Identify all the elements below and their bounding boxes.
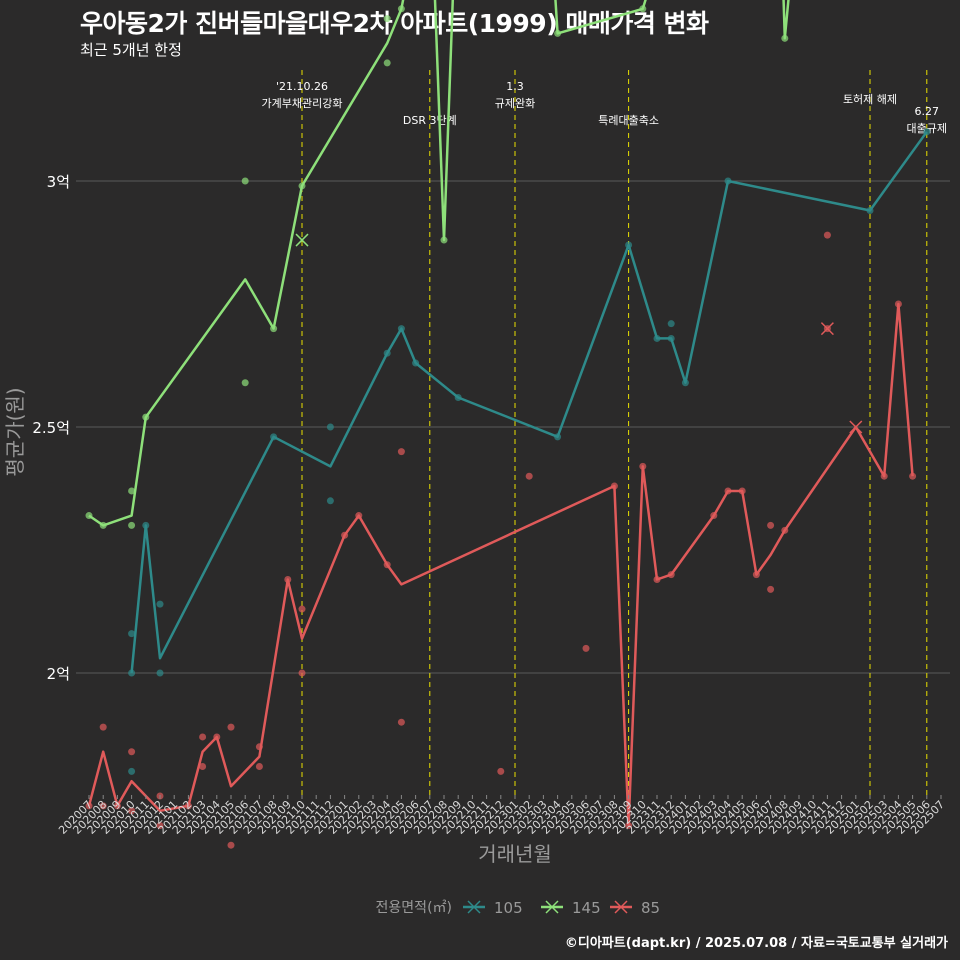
data-point [298,669,306,677]
data-point [156,669,164,677]
data-point [497,767,505,775]
series-105 [128,128,931,775]
event-label: '21.10.26 [276,80,328,93]
x-axis-title: 거래년월 [478,842,552,866]
legend-label: 145 [572,899,601,917]
legend-swatch [467,900,481,914]
event-label: 특례대출축소 [598,114,659,127]
data-point [128,807,136,815]
series-layer [85,0,931,849]
cross-stroke [295,233,309,247]
cross-stroke [849,420,863,434]
data-point [227,841,235,849]
data-point [298,605,306,613]
series-line [87,302,914,827]
data-point [227,723,235,731]
footer-caption: ©디아파트(dapt.kr) / 2025.07.08 / 자료=국토교통부 실… [564,936,948,951]
data-point [397,448,405,456]
y-axis-title: 평균가(원) [3,387,27,476]
data-point [667,320,675,328]
y-tick-label: 2억 [47,665,70,683]
data-point [326,423,334,431]
data-point [582,644,590,652]
cross-marker [820,322,834,336]
legend-swatch [545,900,559,914]
grid-layer [76,180,950,674]
event-label: 1.3 [506,80,524,93]
data-point [383,59,391,67]
data-point [156,600,164,608]
series-line [130,131,928,674]
event-label: 토허제 해제 [843,92,897,106]
y-tick-label: 2.5억 [32,419,70,437]
data-point [99,723,107,731]
legend: 전용면적(㎡) 105 145 85 [376,899,661,917]
event-label: 가계부채관리강화 [262,97,343,110]
data-point [326,497,334,505]
legend-item-85: 85 [610,899,660,917]
data-point [199,733,207,741]
legend-item-105: 105 [463,899,523,917]
data-point [99,802,107,810]
data-point [823,231,831,239]
y-tick-label: 3억 [47,173,70,191]
data-point [199,762,207,770]
legend-swatch [614,900,628,914]
legend-label: 85 [641,899,660,917]
legend-label: 105 [494,899,523,917]
data-point [156,822,164,830]
data-point [383,15,391,23]
event-label: DSR 3단계 [403,114,457,127]
data-point [128,630,136,638]
series-85 [85,231,917,849]
series-145 [85,0,790,529]
event-label: 6.27 [915,105,940,118]
data-point [767,521,775,529]
cross-marker [295,233,309,247]
data-point [767,585,775,593]
chart-subtitle: 최근 5개년 한정 [80,41,182,59]
data-point [128,487,136,495]
cross-stroke [820,322,834,336]
data-point [525,472,533,480]
series-line [88,0,790,527]
legend-item-145: 145 [541,899,601,917]
data-point [128,767,136,775]
data-point [241,379,249,387]
legend-title: 전용면적(㎡) [376,900,452,916]
event-label: 규제완화 [495,97,535,110]
data-point [241,177,249,185]
data-point [85,802,93,810]
data-point [128,748,136,756]
data-point [397,718,405,726]
cross-marker [849,420,863,434]
data-point [255,762,263,770]
data-point [128,521,136,529]
axis-layer: 2억2.5억3억3.5억4억20200720200820200920201020… [3,173,947,866]
